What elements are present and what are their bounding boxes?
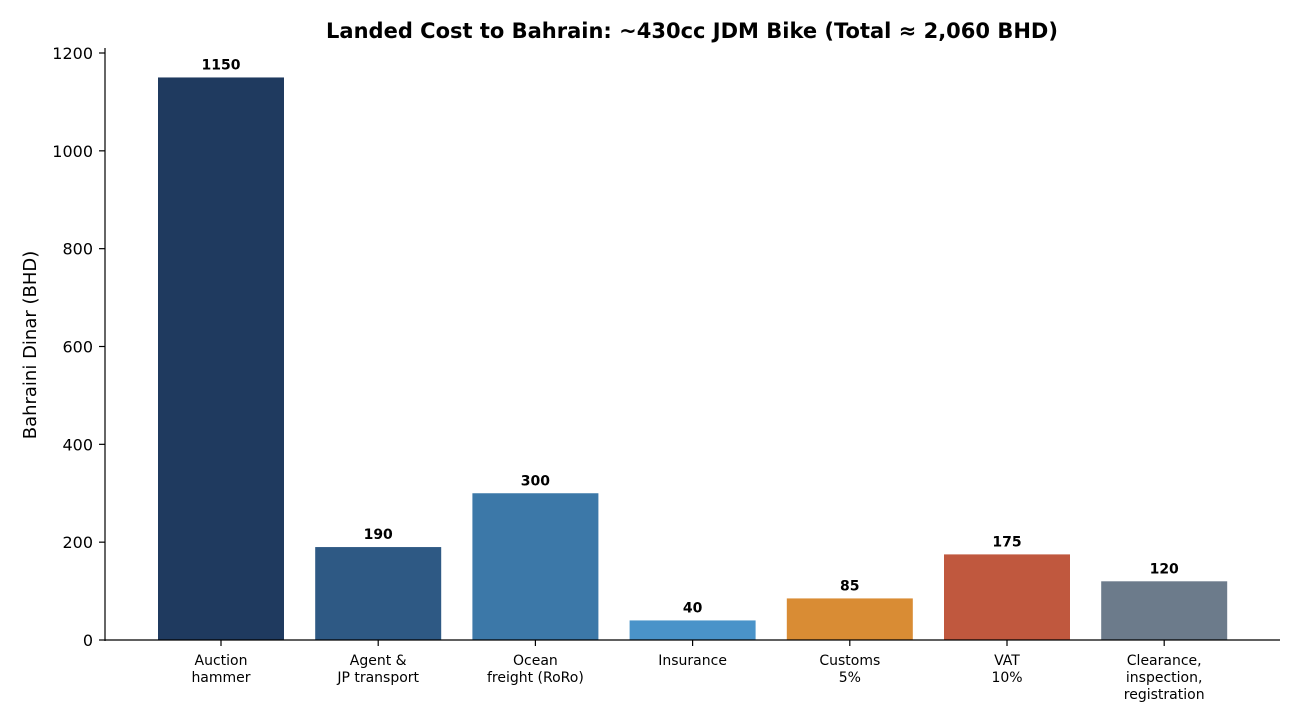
value-labels: 1150 190 300 40 85 175 120 [202, 57, 1180, 616]
x-tick-label: 5% [839, 670, 861, 686]
y-tick-label: 800 [62, 240, 93, 259]
y-tick-label: 0 [83, 631, 93, 650]
x-tick-label: 10% [991, 670, 1022, 686]
bar [472, 493, 599, 640]
y-axis-label: Bahraini Dinar (BHD) [20, 251, 41, 440]
x-tick-label: Ocean [513, 653, 558, 669]
y-tick-label: 1000 [52, 142, 93, 161]
bar-value-label: 120 [1150, 561, 1179, 577]
x-tick-label: Clearance, [1127, 653, 1202, 669]
x-tick-label: Auction [195, 653, 248, 669]
x-tick-label: JP transport [336, 670, 419, 686]
y-tick-label: 400 [62, 435, 93, 454]
bars [158, 77, 1228, 641]
bar-value-label: 175 [992, 534, 1021, 550]
bar [158, 77, 284, 641]
x-tick-label: registration [1124, 687, 1205, 703]
chart-title: Landed Cost to Bahrain: ~430cc JDM Bike … [326, 19, 1058, 43]
bar [944, 554, 1070, 640]
x-tick-label: VAT [994, 653, 1020, 669]
y-tick-label: 600 [62, 338, 93, 357]
x-tick-label: hammer [191, 670, 250, 686]
bar [786, 598, 913, 640]
x-tick-label: Customs [819, 653, 880, 669]
y-axis-ticks: 0 200 400 600 800 1000 1200 [52, 44, 105, 650]
bar [315, 547, 442, 640]
x-tick-label: Insurance [658, 653, 727, 669]
x-tick-label: Agent & [350, 653, 407, 669]
bar-value-label: 190 [364, 527, 393, 543]
y-tick-label: 1200 [52, 44, 93, 63]
bar-value-label: 1150 [202, 57, 241, 73]
bar [1101, 581, 1228, 640]
bar-value-label: 40 [683, 600, 703, 616]
bar [629, 620, 756, 640]
y-tick-label: 200 [62, 533, 93, 552]
x-tick-label: inspection, [1126, 670, 1203, 686]
x-tick-label: freight (RoRo) [487, 670, 584, 686]
bar-value-label: 300 [521, 473, 550, 489]
bar-value-label: 85 [840, 578, 859, 594]
